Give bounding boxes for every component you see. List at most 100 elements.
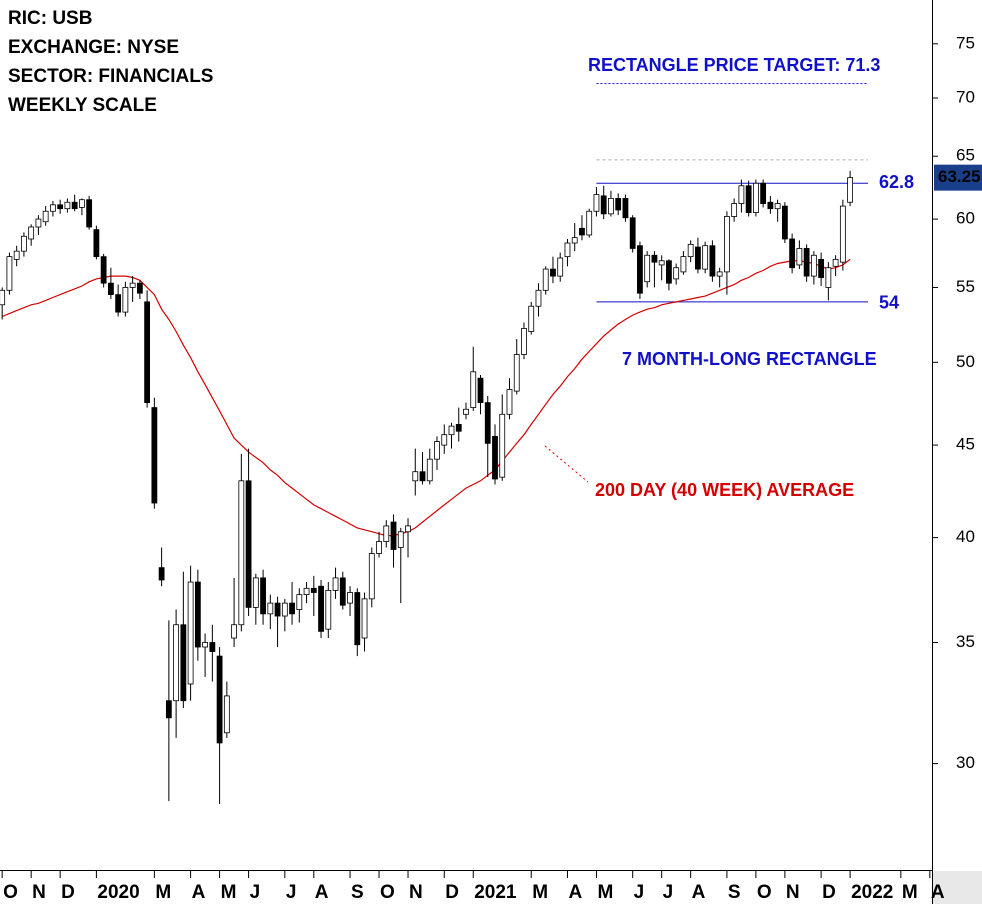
candle-body — [107, 282, 114, 296]
candle-body — [499, 413, 506, 478]
candle-body — [731, 203, 738, 217]
candle-body — [21, 235, 27, 252]
candle-body — [0, 289, 6, 306]
y-tick-label: 60 — [956, 209, 975, 228]
x-tick-label: S — [351, 882, 364, 903]
x-tick-label: A — [568, 882, 582, 903]
candle-body — [115, 294, 122, 313]
rectangle-label: 7 MONTH-LONG RECTANGLE — [622, 349, 877, 369]
y-tick-label: 75 — [956, 33, 975, 52]
x-tick-label: J — [634, 882, 645, 903]
candle-body — [354, 592, 361, 646]
rectangle-top-label: 62.8 — [879, 172, 914, 192]
x-tick-label: N — [409, 882, 423, 903]
candle-body — [368, 553, 375, 600]
candle-body — [180, 624, 187, 702]
candle-body — [557, 257, 564, 277]
candle-body — [796, 248, 803, 266]
x-tick-label: J — [663, 882, 674, 903]
y-tick-label: 65 — [956, 146, 975, 165]
x-tick-label: D — [445, 882, 459, 903]
y-tick-label: 45 — [956, 435, 975, 454]
x-tick-label: A — [931, 882, 945, 903]
x-tick-label: A — [192, 882, 206, 903]
rectangle-bottom-label: 54 — [879, 293, 899, 313]
candle-body — [238, 480, 245, 626]
header-line: SECTOR: FINANCIALS — [8, 66, 213, 87]
candle-body — [615, 198, 622, 211]
candle-body — [267, 602, 274, 615]
candle-body — [158, 567, 165, 581]
candle-body — [361, 598, 368, 639]
candle-body — [847, 177, 854, 203]
candle-body — [448, 425, 455, 436]
candle-body — [767, 201, 774, 210]
candle-body — [593, 194, 600, 212]
x-tick-label: M — [155, 882, 171, 903]
candle-body — [803, 248, 810, 277]
candle-body — [252, 577, 259, 608]
candle-body — [325, 590, 332, 630]
candle-body — [825, 267, 832, 288]
candle-body — [165, 700, 172, 719]
candle-body — [513, 354, 520, 392]
x-tick-label: M — [902, 882, 918, 903]
candle-body — [637, 245, 643, 294]
candle-body — [463, 408, 469, 415]
candle-body — [673, 267, 680, 280]
candle-body — [571, 237, 578, 244]
candle-body — [550, 268, 556, 277]
candle-body — [412, 471, 419, 482]
candle-body — [151, 407, 158, 504]
ma-pointer — [544, 445, 589, 483]
header-line: EXCHANGE: NYSE — [8, 37, 179, 58]
candle-body — [542, 268, 549, 291]
candle-body — [752, 182, 759, 213]
candle-body — [209, 642, 216, 652]
candle-body — [383, 525, 390, 542]
corner-box — [933, 871, 982, 904]
y-tick-label: 30 — [956, 753, 975, 772]
candle-body — [600, 195, 607, 215]
candle-body — [535, 289, 542, 307]
x-tick-label: O — [380, 882, 395, 903]
candle-body — [419, 471, 426, 482]
candle-body — [441, 434, 448, 446]
y-tick-label: 55 — [956, 277, 975, 296]
candle-body — [339, 577, 346, 606]
candle-body — [390, 521, 397, 550]
price-tag — [934, 164, 982, 191]
moving-average-line — [1, 258, 851, 537]
candle-body — [586, 210, 593, 236]
candle-body — [629, 217, 636, 249]
candle-body — [579, 227, 585, 236]
candle-body — [716, 271, 723, 277]
candle-body — [310, 587, 317, 593]
x-tick-label: N — [32, 882, 46, 903]
candle-body — [216, 655, 223, 744]
candle-body — [303, 587, 310, 596]
candle-body — [281, 602, 288, 617]
candle-body — [231, 624, 237, 639]
candle-body — [28, 226, 35, 240]
candle-body — [318, 585, 324, 632]
candle-body — [71, 201, 78, 210]
x-tick-label: A — [315, 882, 329, 903]
header-line: WEEKLY SCALE — [8, 95, 157, 116]
candle-body — [434, 441, 440, 460]
candle-body — [818, 258, 825, 278]
y-tick-label: 50 — [956, 352, 975, 371]
x-tick-label: D — [822, 882, 836, 903]
candle-body — [6, 256, 13, 291]
candle-body — [35, 218, 42, 228]
candle-body — [810, 254, 817, 277]
candle-body — [122, 287, 129, 313]
x-tick-label: D — [61, 882, 75, 903]
candle-body — [709, 245, 716, 277]
candle-body — [774, 203, 781, 210]
x-tick-label: A — [692, 882, 706, 903]
candle-body — [42, 210, 49, 223]
y-tick-label: 40 — [956, 527, 975, 546]
candle-body — [78, 199, 85, 208]
